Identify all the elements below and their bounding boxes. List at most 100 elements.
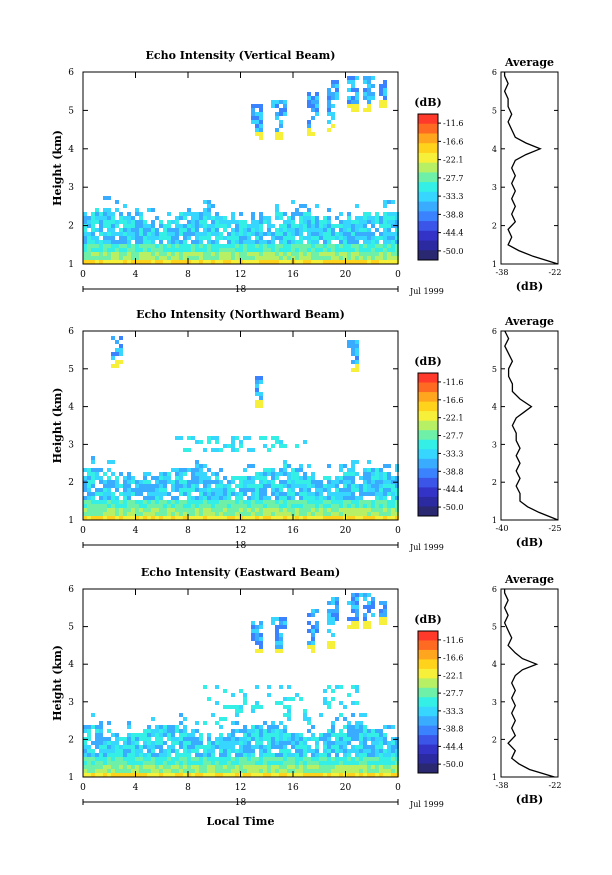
heatmap-cell [143, 516, 147, 520]
heatmap-cell [291, 504, 295, 508]
heatmap-cell [327, 733, 331, 737]
heatmap-cell [287, 240, 291, 244]
heatmap-cell [259, 396, 263, 400]
heatmap-cell [239, 220, 243, 224]
heatmap-cell [267, 472, 271, 476]
colorbar-swatch [418, 114, 438, 125]
heatmap-cell [367, 512, 371, 516]
heatmap-cell [279, 685, 283, 689]
heatmap-cell [219, 448, 223, 452]
heatmap-cell [287, 252, 291, 256]
heatmap-cell [359, 504, 363, 508]
heatmap-cell [243, 508, 247, 512]
heatmap-cell [279, 765, 283, 769]
heatmap-cell [171, 236, 175, 240]
heatmap-cell [379, 216, 383, 220]
heatmap-cell [251, 216, 255, 220]
heatmap-cell [107, 492, 111, 496]
heatmap-cell [263, 232, 267, 236]
heatmap-cell [227, 260, 231, 264]
heatmap-cell [247, 248, 251, 252]
heatmap-cell [235, 484, 239, 488]
heatmap-cell [303, 745, 307, 749]
heatmap-cell [135, 240, 139, 244]
heatmap-cell [95, 769, 99, 773]
heatmap-cell [143, 224, 147, 228]
heatmap-cell [307, 100, 311, 104]
heatmap-cell [147, 508, 151, 512]
heatmap-cell [347, 729, 351, 733]
heatmap-cell [99, 745, 103, 749]
heatmap-cell [171, 504, 175, 508]
heatmap-cell [351, 516, 355, 520]
heatmap-cell [115, 360, 119, 364]
heatmap-cell [275, 641, 279, 645]
heatmap-cell [119, 753, 123, 757]
heatmap-cell [123, 476, 127, 480]
heatmap-cell [83, 468, 87, 472]
heatmap-cell [395, 464, 399, 468]
heatmap-cell [303, 484, 307, 488]
heatmap-cell [295, 212, 299, 216]
heatmap-cell [319, 761, 323, 765]
heatmap-cell [127, 480, 131, 484]
heatmap-cell [255, 236, 259, 240]
heatmap-cell [335, 232, 339, 236]
heatmap-cell [127, 500, 131, 504]
heatmap-cell [343, 220, 347, 224]
heatmap-cell [339, 765, 343, 769]
heatmap-cell [223, 228, 227, 232]
heatmap-cell [347, 725, 351, 729]
heatmap-cell [207, 204, 211, 208]
heatmap-cell [151, 729, 155, 733]
heatmap-cell [131, 216, 135, 220]
heatmap-cell [155, 228, 159, 232]
heatmap-cell [231, 444, 235, 448]
heatmap-cell [283, 464, 287, 468]
heatmap-cell [347, 765, 351, 769]
heatmap-cell [367, 476, 371, 480]
heatmap-cell [335, 248, 339, 252]
colorbar-swatch [418, 123, 438, 134]
heatmap-cell [355, 729, 359, 733]
heatmap-cell [187, 248, 191, 252]
heatmap-cell [327, 244, 331, 248]
colorbar-swatch [418, 420, 438, 431]
heatmap-cell [287, 244, 291, 248]
heatmap-cell [295, 757, 299, 761]
heatmap-cell [335, 512, 339, 516]
heatmap-cell [279, 132, 283, 136]
heatmap-cell [251, 773, 255, 777]
colorbar-swatch [418, 468, 438, 479]
heatmap-cell [303, 248, 307, 252]
heatmap-cell [163, 504, 167, 508]
heatmap-cell [391, 256, 395, 260]
heatmap-cell [259, 488, 263, 492]
heatmap-cell [155, 741, 159, 745]
heatmap-cell [83, 496, 87, 500]
heatmap-cell [127, 492, 131, 496]
heatmap-cell [379, 621, 383, 625]
heatmap-cell [391, 212, 395, 216]
heatmap-cell [179, 492, 183, 496]
heatmap-cell [323, 236, 327, 240]
heatmap-cell [123, 496, 127, 500]
heatmap-cell [363, 220, 367, 224]
heatmap-cell [267, 508, 271, 512]
heatmap-cell [331, 248, 335, 252]
heatmap-cell [231, 476, 235, 480]
heatmap-cell [239, 709, 243, 713]
heatmap-cell [135, 224, 139, 228]
heatmap-cell [351, 733, 355, 737]
heatmap-cell [331, 645, 335, 649]
heatmap-cell [391, 252, 395, 256]
heatmap-cell [291, 224, 295, 228]
heatmap-cell [275, 649, 279, 653]
heatmap-cell [279, 625, 283, 629]
heatmap-cell [119, 745, 123, 749]
heatmap-cell [199, 745, 203, 749]
heatmap-cell [227, 705, 231, 709]
heatmap-cell [371, 252, 375, 256]
heatmap-cell [103, 773, 107, 777]
heatmap-cell [359, 593, 363, 597]
